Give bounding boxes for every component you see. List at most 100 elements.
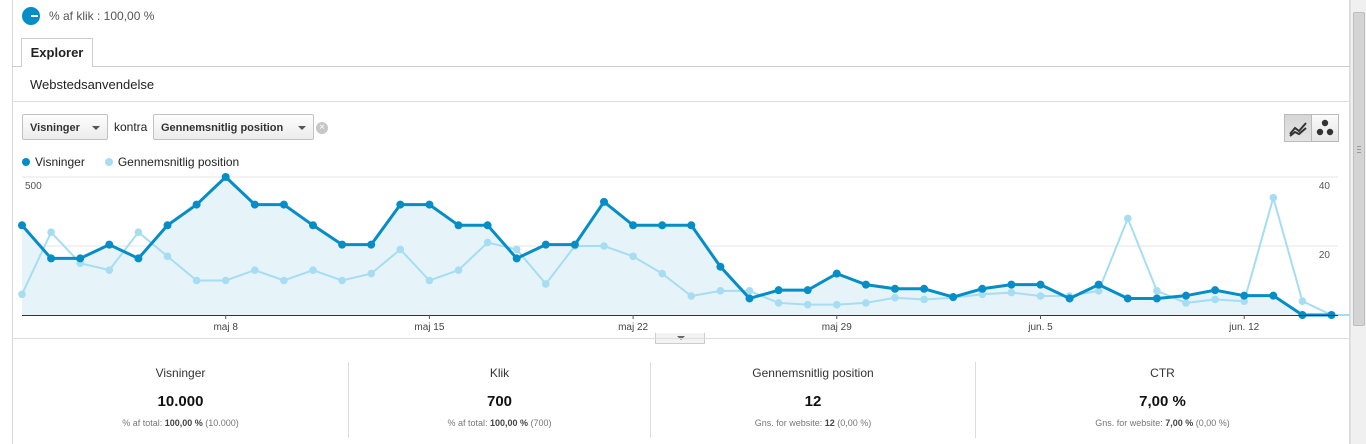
content-frame	[12, 0, 1350, 444]
metric-select-primary[interactable]: Visninger	[22, 114, 108, 140]
data-point-visninger	[570, 240, 579, 249]
data-point-position	[280, 276, 288, 285]
metric-select-secondary[interactable]: Gennemsnitlig position	[153, 114, 314, 140]
bubble-chart-icon	[1316, 119, 1334, 136]
data-point-visninger	[745, 294, 754, 303]
data-point-position	[18, 290, 26, 299]
data-point-visninger	[949, 293, 958, 302]
data-point-visninger	[425, 200, 434, 209]
data-point-visninger	[47, 254, 56, 263]
data-point-visninger	[891, 284, 899, 293]
series-area-visninger	[22, 177, 1332, 315]
legend-dot-icon	[22, 158, 30, 166]
data-point-visninger	[76, 254, 85, 263]
line-chart-button[interactable]	[1284, 114, 1312, 142]
stat-label: Visninger	[155, 366, 206, 380]
data-point-position	[221, 276, 230, 285]
data-point-visninger	[338, 240, 347, 249]
data-point-position	[1298, 297, 1307, 305]
data-point-visninger	[541, 240, 550, 249]
stat-value: 700	[486, 393, 513, 410]
motion-chart-button[interactable]	[1311, 114, 1339, 142]
stat-impressions: Visninger 10.000 % af total: 100,00 % (1…	[13, 362, 348, 438]
data-point-position	[833, 300, 841, 309]
data-point-visninger	[1007, 280, 1016, 289]
data-point-position	[396, 245, 405, 254]
line-chart-icon	[1289, 122, 1307, 137]
data-point-position	[920, 295, 928, 304]
tab-explorer[interactable]: Explorer	[21, 38, 93, 67]
data-point-position	[512, 245, 521, 254]
data-point-position	[251, 266, 259, 274]
legend-label: Gennemsnitlig position	[117, 155, 240, 169]
data-point-visninger	[250, 200, 259, 209]
data-point-visninger	[978, 284, 987, 293]
chevron-down-icon	[92, 126, 100, 130]
x-tick-label: maj 29	[822, 322, 852, 333]
data-point-position	[134, 228, 143, 236]
data-point-position	[803, 300, 812, 309]
data-point-visninger	[512, 254, 521, 263]
metric-select-primary-label: Visninger	[30, 122, 80, 134]
divider	[12, 101, 1350, 102]
data-point-position	[774, 299, 783, 307]
data-point-position	[978, 290, 987, 299]
data-point-position	[600, 242, 608, 250]
summary-stats: Visninger 10.000 % af total: 100,00 % (1…	[13, 362, 1349, 438]
x-tick-label: maj 8	[213, 322, 238, 333]
pie-icon	[22, 7, 40, 25]
data-point-position	[47, 228, 55, 236]
data-point-visninger	[1036, 280, 1045, 289]
data-point-position	[716, 287, 725, 295]
data-point-position	[309, 266, 317, 274]
stat-sub: % af total: 100,00 % (10.000)	[122, 418, 239, 428]
series-line-visninger	[20, 174, 1332, 317]
data-point-visninger	[658, 221, 667, 230]
x-tick-label: maj 15	[414, 322, 444, 333]
legend-item-position[interactable]: Gennemsnitlig position	[104, 155, 240, 169]
stat-label: Gennemsnitlig position	[752, 366, 874, 380]
data-point-position	[891, 293, 899, 302]
data-point-position	[629, 252, 637, 261]
data-point-position	[687, 292, 696, 300]
versus-label: kontra	[114, 120, 148, 134]
data-point-position	[862, 299, 870, 307]
data-point-position	[658, 269, 666, 278]
divider	[650, 362, 651, 438]
stat-avg-position: Gennemsnitlig position 12 Gns. for websi…	[651, 362, 975, 438]
data-point-position	[105, 266, 114, 274]
stat-value: 7,00 %	[1139, 393, 1186, 410]
vertical-scrollbar[interactable]	[1350, 0, 1366, 444]
legend-item-visninger[interactable]: Visninger	[22, 155, 85, 169]
stat-label: Klik	[489, 366, 510, 380]
data-point-visninger	[629, 221, 638, 230]
clear-comparison-icon[interactable]: ×	[316, 122, 328, 134]
metric-select-secondary-label: Gennemsnitlig position	[161, 122, 284, 134]
divider	[12, 338, 1350, 339]
data-point-position	[192, 276, 201, 285]
stat-value: 10.000	[157, 393, 204, 410]
data-point-position	[1269, 193, 1278, 202]
percent-of-clicks-label: % af klik : 100,00 %	[49, 9, 155, 23]
scrollbar-thumb[interactable]	[1353, 12, 1365, 326]
stat-value: 12	[804, 393, 822, 410]
data-point-visninger	[192, 200, 201, 209]
data-point-visninger	[803, 286, 812, 295]
x-tick-label: jun. 12	[1228, 322, 1259, 333]
data-point-visninger	[1182, 291, 1190, 300]
data-point-visninger	[1094, 280, 1103, 289]
data-point-visninger	[1240, 291, 1249, 300]
data-point-visninger	[861, 280, 870, 289]
data-point-position	[1124, 214, 1132, 223]
data-point-visninger	[1152, 294, 1161, 303]
y-right-tick-label: 20	[1319, 250, 1331, 261]
x-tick-label: jun. 5	[1027, 322, 1053, 333]
data-point-visninger	[920, 284, 929, 293]
stat-sub: % af total: 100,00 % (700)	[447, 418, 552, 428]
data-point-position	[367, 269, 376, 278]
stat-ctr: CTR 7,00 % Gns. for website: 7,00 % (0,0…	[976, 362, 1349, 438]
data-point-visninger	[600, 197, 608, 206]
data-point-position	[483, 238, 492, 247]
data-point-visninger	[396, 200, 405, 209]
